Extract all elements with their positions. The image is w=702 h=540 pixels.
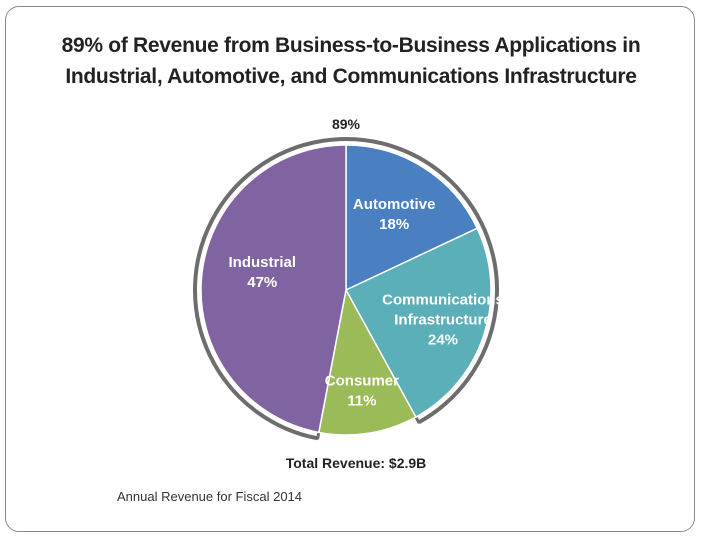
chart-title-line-1: 89% of Revenue from Business-to-Business… (61, 34, 641, 57)
pie-slice-consumer (317, 287, 417, 436)
slice-value-industrial: 47% (247, 274, 277, 291)
pie-slice-communications-infrastructure (344, 227, 492, 419)
slice-name-industrial: Industrial (229, 254, 297, 271)
slice-name-communications-infrastructure: Infrastructure (394, 312, 492, 329)
bracket-percent-label: 89% (332, 116, 361, 132)
slice-name-communications-infrastructure: Communications (382, 292, 504, 309)
slice-label-automotive: Automotive 18% (353, 196, 436, 233)
slice-label-consumer: Consumer 11% (325, 372, 399, 409)
pie-slice-industrial (200, 144, 347, 434)
b2b-bracket-arc (193, 137, 499, 441)
total-revenue-label: Total Revenue: $2.9B (286, 455, 427, 471)
slice-label-communications-infrastructure: Communications Infrastructure 24% (382, 292, 504, 349)
pie-slice-automotive (345, 144, 479, 292)
chart-title-line-2: Industrial, Automotive, and Communicatio… (65, 65, 637, 88)
slice-value-consumer: 11% (347, 392, 376, 409)
chart-title: 89% of Revenue from Business-to-Business… (0, 30, 702, 92)
slice-name-consumer: Consumer (325, 372, 399, 389)
slice-label-industrial: Industrial 47% (229, 254, 297, 291)
footnote: Annual Revenue for Fiscal 2014 (117, 489, 303, 504)
slice-name-automotive: Automotive (353, 196, 436, 213)
slice-value-automotive: 18% (379, 216, 409, 233)
slice-value-communications-infrastructure: 24% (428, 332, 458, 349)
